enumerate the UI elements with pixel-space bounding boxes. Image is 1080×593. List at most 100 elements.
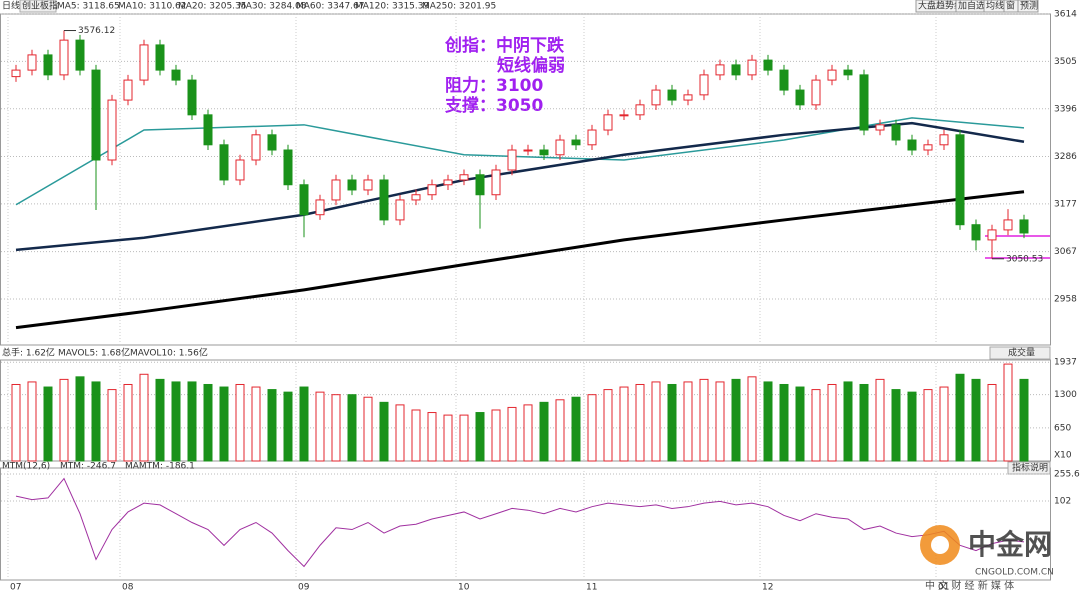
- candle-body: [635, 104, 645, 116]
- candle-body: [203, 114, 213, 146]
- help-button[interactable]: [1007, 461, 1051, 475]
- volume-bar: [139, 373, 149, 462]
- volume-bar: [107, 389, 117, 462]
- candle-body: [491, 169, 501, 196]
- volume-bar: [699, 378, 709, 462]
- volume-bar: [683, 381, 693, 462]
- volume-bar: [939, 386, 949, 462]
- slogan: 中 文 财 经 新 媒 体: [925, 579, 1014, 592]
- volume-bar: [1019, 378, 1029, 462]
- volume-bar: [379, 401, 389, 462]
- candle-body: [779, 69, 789, 91]
- y-tick-label: 3505: [1054, 57, 1077, 67]
- candle-body: [59, 39, 69, 76]
- x-tick-label: 08: [122, 583, 134, 593]
- button-label[interactable]: 窗: [1006, 0, 1015, 12]
- volume-bar: [315, 391, 325, 462]
- candle-body: [731, 64, 741, 76]
- button-label[interactable]: 加自选: [958, 0, 985, 12]
- volume-bar: [411, 409, 421, 462]
- index-name[interactable]: 创业板指: [22, 0, 58, 12]
- volume-bar: [43, 386, 53, 462]
- candle-body: [155, 44, 165, 71]
- candle-body: [555, 139, 565, 156]
- candle-body: [603, 114, 613, 131]
- volume-bar: [923, 389, 933, 462]
- candle-body: [667, 89, 677, 101]
- y-tick-label: 102: [1054, 497, 1071, 507]
- volume-bar: [779, 383, 789, 462]
- annotation: 支撑：3050: [445, 95, 543, 116]
- volume-bar: [75, 376, 85, 462]
- candle-body: [1003, 219, 1013, 231]
- candle-body: [315, 199, 325, 216]
- volume-selector[interactable]: [989, 346, 1051, 360]
- candle-body: [427, 184, 437, 196]
- volume-bar: [667, 383, 677, 462]
- y-tick-label: 3286: [1054, 152, 1077, 162]
- moving-average: [15, 190, 1025, 330]
- mavol10: MAVOL10: 1.56亿: [130, 347, 208, 359]
- volume-bar: [155, 378, 165, 462]
- logo-text: 中金网: [968, 528, 1052, 561]
- candle-body: [811, 79, 821, 106]
- volume-bar: [747, 376, 757, 462]
- volume-bar: [427, 412, 437, 462]
- candle-body: [411, 194, 421, 201]
- volume-bar: [91, 381, 101, 462]
- candle-body: [235, 159, 245, 181]
- volume-bar: [27, 381, 37, 462]
- button-label[interactable]: 预测: [1020, 1, 1038, 12]
- annotation: 创指：中阴下跌: [444, 35, 565, 56]
- volume-bar: [555, 399, 565, 462]
- candle-body: [347, 179, 357, 191]
- candle-body: [987, 229, 997, 241]
- volume-bar: [795, 386, 805, 462]
- help-label[interactable]: 指标说明: [1012, 462, 1048, 474]
- volume-selector-label[interactable]: 成交量: [1008, 347, 1035, 359]
- candle-body: [907, 139, 917, 151]
- candle-body: [443, 179, 453, 186]
- volume-bar: [171, 381, 181, 462]
- volume-bar: [331, 394, 341, 462]
- candle-body: [507, 149, 517, 171]
- candle-body: [747, 59, 757, 76]
- y-tick-label: 1300: [1054, 390, 1077, 400]
- volume-bar: [443, 414, 453, 462]
- volume-bar: [491, 409, 501, 462]
- moving-average: [15, 121, 1025, 252]
- mamtm-value: MAMTM: -186.1: [125, 462, 195, 472]
- button-label[interactable]: 均线: [986, 0, 1004, 12]
- candle-body: [299, 184, 309, 216]
- x-tick-label: 09: [298, 583, 310, 593]
- ma-label: MA120: 3315.39: [355, 2, 429, 12]
- candle-body: [843, 69, 853, 76]
- volume-bar: [363, 396, 373, 462]
- candle-body: [651, 89, 661, 106]
- candle-body: [379, 179, 389, 221]
- volume-bar: [587, 394, 597, 462]
- candle-body: [123, 79, 133, 101]
- volume-bar: [59, 378, 69, 462]
- logo-icon: [931, 536, 949, 554]
- candle-body: [699, 74, 709, 96]
- volume-bar: [523, 404, 533, 462]
- button[interactable]: [1017, 0, 1039, 13]
- y-tick-label: 3177: [1054, 199, 1077, 209]
- mtm-line: [15, 477, 1025, 568]
- candle-body: [267, 134, 277, 151]
- volume-bar: [811, 389, 821, 462]
- volume-bar: [459, 414, 469, 462]
- y-tick-label: 3614: [1054, 10, 1077, 20]
- ma-label: MA30: 3284.08: [238, 2, 307, 12]
- volume-unit: X10: [1054, 451, 1072, 461]
- candle-body: [171, 69, 181, 81]
- candle-body: [459, 174, 469, 181]
- candle-body: [475, 174, 485, 196]
- candle-body: [523, 149, 533, 152]
- plot: 3614 3505 3396 3286 3177 3067 2958 07 08 09 10 11 12…: [1, 10, 1080, 593]
- index-box[interactable]: [19, 0, 57, 13]
- button-label[interactable]: 大盘趋势线: [918, 0, 963, 12]
